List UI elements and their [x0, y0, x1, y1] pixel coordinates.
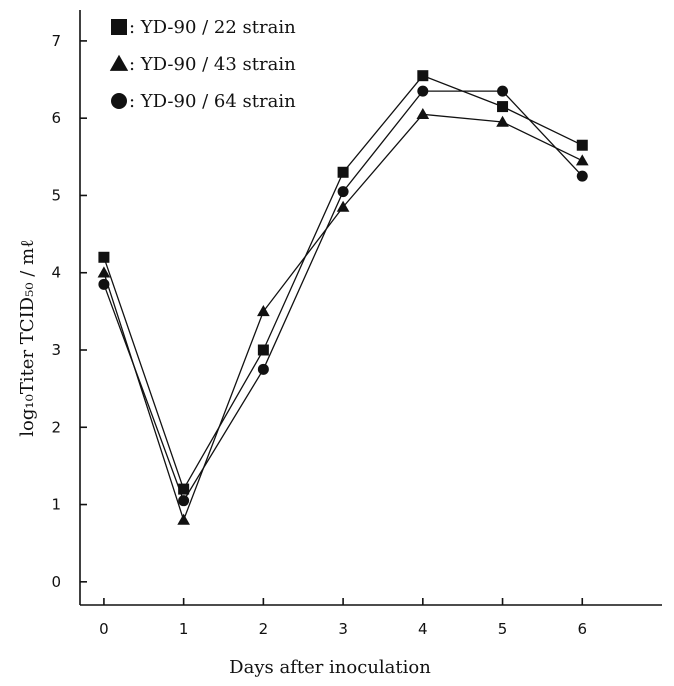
- data-point-circle: [497, 85, 509, 97]
- x-tick-label: 5: [498, 620, 508, 638]
- y-tick-label: 2: [51, 418, 61, 436]
- x-tick-label: 4: [418, 620, 428, 638]
- data-point-circle: [576, 170, 588, 182]
- data-point-square: [178, 483, 190, 495]
- legend-item: : YD-90 / 64 strain: [111, 91, 296, 112]
- series-triangle: [97, 107, 589, 525]
- x-tick-label: 6: [578, 620, 588, 638]
- data-point-triangle: [336, 200, 350, 212]
- y-tick-label: 5: [51, 186, 61, 204]
- data-point-triangle: [496, 115, 509, 127]
- y-tick-label: 6: [51, 109, 61, 127]
- data-point-triangle: [97, 266, 111, 278]
- data-point-triangle: [177, 513, 190, 525]
- x-tick-label: 0: [99, 620, 109, 638]
- data-point-square: [337, 166, 349, 178]
- series-circle: [98, 85, 588, 507]
- y-tick-label: 1: [51, 496, 61, 514]
- series-layer: [97, 70, 589, 525]
- data-point-circle: [257, 363, 269, 375]
- data-point-square: [497, 101, 509, 113]
- legend-label: : YD-90 / 43 strain: [129, 54, 296, 75]
- data-point-circle: [417, 85, 429, 97]
- legend-item: : YD-90 / 43 strain: [109, 54, 296, 75]
- x-ticks: 0 1 2 3 4 5 6: [99, 598, 587, 638]
- series-line: [103, 90, 583, 503]
- x-tick-label: 3: [338, 620, 348, 638]
- legend-label: : YD-90 / 64 strain: [129, 91, 296, 112]
- legend: : YD-90 / 22 strain : YD-90 / 43 strain : …: [109, 17, 296, 112]
- data-point-circle: [337, 186, 349, 198]
- data-point-square: [576, 139, 588, 151]
- x-axis-title: Days after inoculation: [229, 657, 431, 678]
- data-point-circle: [98, 278, 110, 290]
- data-point-circle: [178, 495, 190, 507]
- data-point-square: [98, 251, 110, 263]
- data-point-square: [417, 70, 429, 82]
- y-tick-label: 4: [51, 264, 61, 282]
- y-tick-label: 3: [51, 341, 61, 359]
- legend-marker-triangle: [109, 54, 129, 71]
- y-tick-label: 0: [51, 573, 61, 591]
- x-tick-label: 2: [259, 620, 269, 638]
- y-axis-title: log₁₀Titer TCID₅₀ / mℓ: [17, 239, 38, 436]
- legend-marker-square: [111, 19, 127, 35]
- series-square: [98, 70, 588, 495]
- data-point-triangle: [575, 154, 589, 166]
- legend-label: : YD-90 / 22 strain: [129, 17, 296, 38]
- y-tick-label: 7: [51, 32, 61, 50]
- x-tick-label: 1: [179, 620, 189, 638]
- y-ticks: 0 1 2 3 4 5 6 7: [51, 32, 87, 591]
- legend-item: : YD-90 / 22 strain: [111, 17, 296, 38]
- data-point-triangle: [416, 107, 430, 120]
- legend-marker-circle: [111, 93, 127, 109]
- data-point-triangle: [257, 305, 270, 317]
- data-point-square: [257, 344, 269, 356]
- series-line: [103, 74, 583, 491]
